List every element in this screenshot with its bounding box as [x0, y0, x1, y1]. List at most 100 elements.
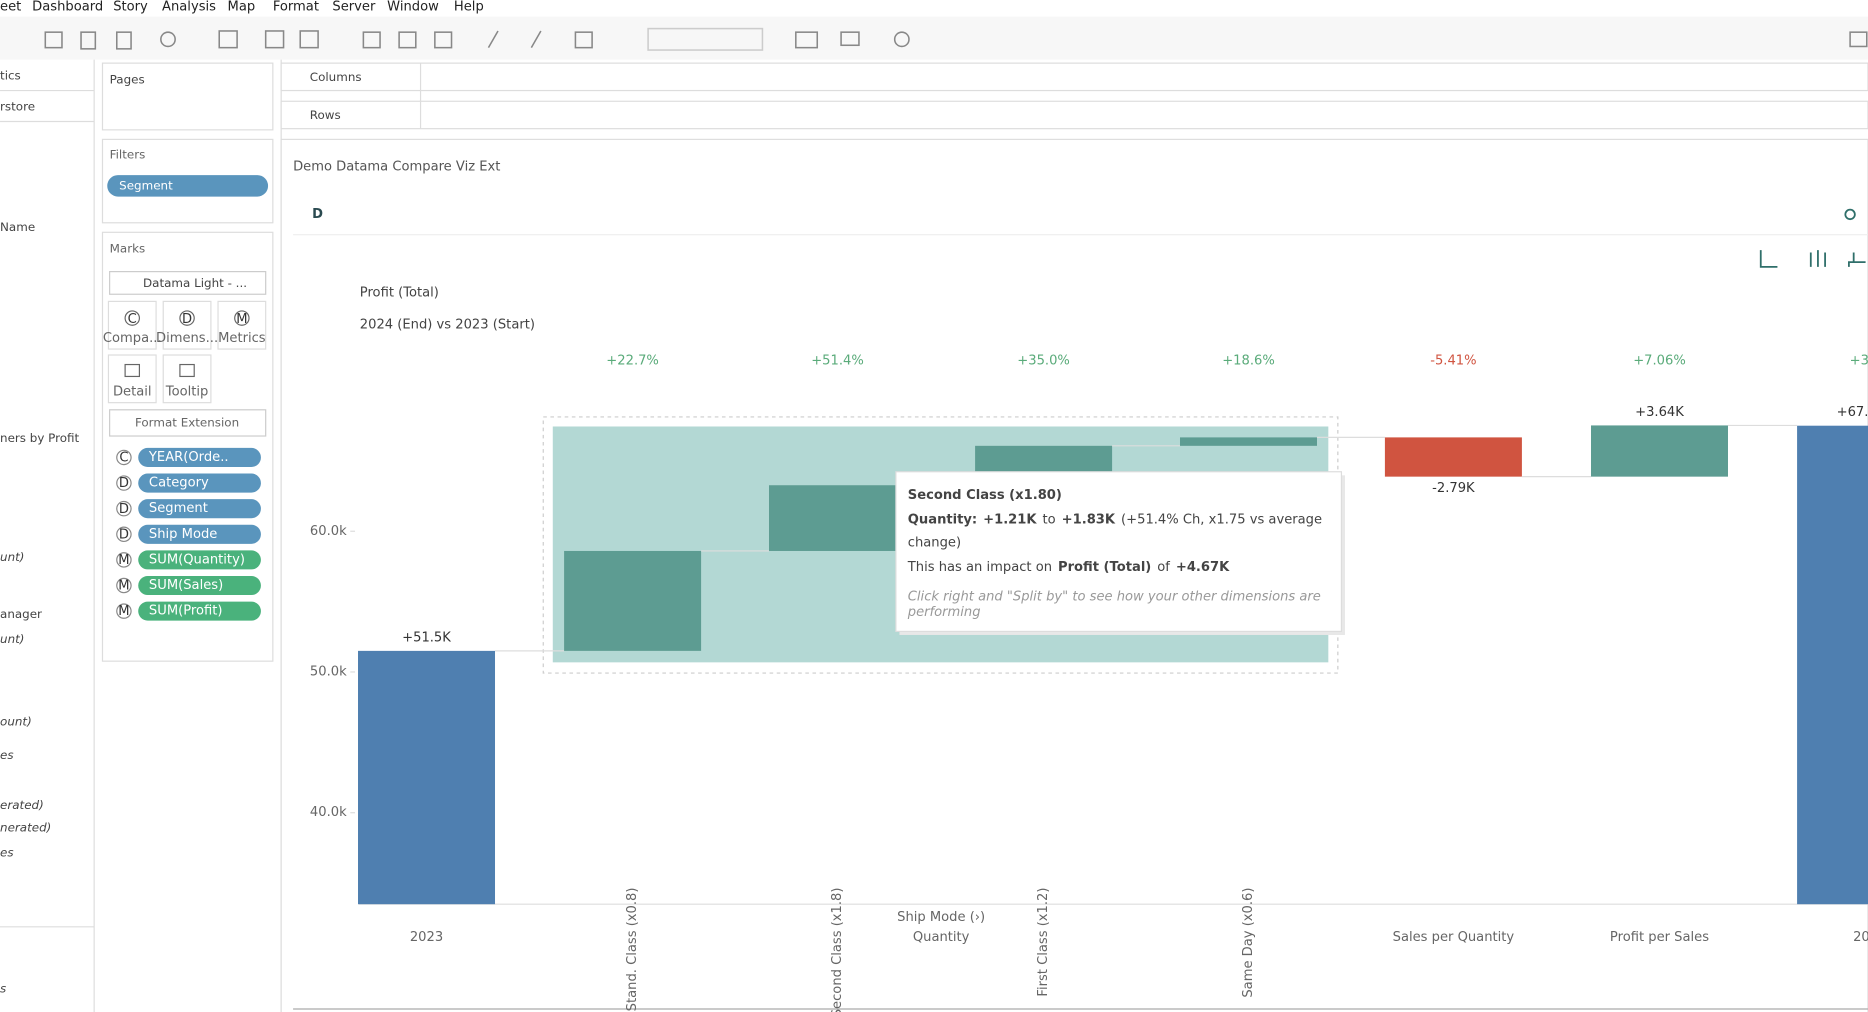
marks-button-label: Metrics [218, 331, 266, 346]
marks-button-label: Dimens... [156, 331, 218, 346]
rows-label: Rows [310, 108, 341, 122]
bar[interactable] [1384, 437, 1522, 477]
key-icon[interactable] [1844, 208, 1856, 221]
chart-subtitle: 2024 (End) vs 2023 (Start) [360, 318, 535, 333]
menu-item[interactable]: Format [273, 0, 319, 15]
value-label: +51.5K [402, 630, 451, 645]
x-tick-label: Same Day (x0.6) [1241, 888, 1256, 998]
tree-icon[interactable] [1848, 252, 1866, 267]
data-pane-item[interactable]: unt) [0, 550, 24, 564]
marks-button-icon-letter: M [236, 312, 247, 327]
menu-item[interactable]: Dashboard [32, 0, 103, 15]
menu-item[interactable]: Help [454, 0, 484, 15]
tooltip-segment: +4.67K [1176, 560, 1230, 575]
marks-pill-label: Segment [149, 501, 208, 516]
columns-label: Columns [310, 70, 362, 84]
sort-asc-icon[interactable] [398, 31, 417, 49]
columns-shelf[interactable] [280, 62, 1868, 92]
share-icon[interactable] [893, 31, 910, 48]
bar[interactable] [1797, 425, 1868, 905]
pin-icon[interactable] [1849, 31, 1868, 48]
bar[interactable] [564, 550, 702, 651]
data-pane-item: tics [0, 69, 21, 83]
save-icon[interactable] [44, 31, 63, 49]
menu-item[interactable]: Map [228, 0, 256, 15]
marks-pill[interactable] [138, 575, 261, 596]
clear-icon[interactable] [299, 30, 319, 49]
pill-role-letter: M [118, 579, 129, 594]
bar[interactable] [769, 485, 907, 551]
marks-button[interactable] [162, 354, 212, 404]
bar-icon[interactable] [1809, 250, 1826, 267]
filter-pill[interactable] [107, 175, 269, 197]
x-tick-label: 2023 [410, 930, 443, 945]
show-me-icon[interactable] [795, 31, 819, 49]
axis-icon[interactable] [1759, 250, 1778, 268]
pill-role-letter: D [119, 476, 129, 491]
highlight-icon[interactable] [487, 30, 499, 49]
label-icon[interactable] [574, 31, 593, 49]
data-pane-item[interactable]: nerated) [0, 820, 51, 834]
bar[interactable] [358, 650, 496, 905]
new-ds-icon[interactable] [80, 31, 97, 50]
marks-button[interactable] [107, 354, 157, 404]
y-tick-label: 40.0k [310, 805, 347, 820]
bar[interactable] [1590, 425, 1728, 477]
fit-dropdown[interactable] [647, 27, 764, 51]
mark-type-dropdown[interactable] [109, 271, 267, 295]
change-label: +18.6% [1222, 353, 1275, 368]
data-pane-item[interactable]: Name [0, 220, 35, 234]
tooltip-segment: Profit (Total) [1058, 560, 1151, 575]
marks-pill[interactable] [138, 499, 261, 519]
tooltip-line-wrap: change) [908, 536, 961, 551]
pill-role-letter: D [119, 502, 129, 517]
data-pane-item[interactable]: unt) [0, 632, 24, 646]
menu-item[interactable]: Analysis [162, 0, 216, 15]
data-pane-item[interactable]: es [0, 845, 14, 859]
tooltip-title: Second Class (x1.80) [908, 488, 1062, 503]
bar[interactable] [1180, 437, 1317, 446]
data-pane-item[interactable]: erated) [0, 798, 44, 812]
marks-button-icon [124, 363, 141, 378]
refresh-icon[interactable] [160, 31, 176, 48]
format-extension-button[interactable] [109, 409, 267, 437]
swap-icon[interactable] [362, 31, 381, 49]
tooltip-line: Quantity: +1.21K to +1.83K (+51.4% Ch, x1.75… [908, 512, 1322, 527]
data-pane-item[interactable]: es [0, 748, 14, 762]
presentation-icon[interactable] [840, 31, 860, 47]
x-tick-label: Profit per Sales [1610, 930, 1709, 945]
tooltip-hint: Click right and "Split by" to see how yo… [908, 589, 1321, 604]
change-label: +51.4% [811, 353, 864, 368]
data-pane-item[interactable]: ners by Profit [0, 431, 80, 445]
data-pane-item[interactable]: s [0, 981, 6, 995]
x-group-label: Quantity [913, 930, 970, 945]
y-tick-label: 50.0k [310, 664, 347, 679]
duplicate-icon[interactable] [264, 30, 285, 49]
marks-pill[interactable] [138, 601, 261, 621]
marks-pill-label: YEAR(Orde.. [148, 450, 229, 465]
marks-pill[interactable] [138, 550, 261, 570]
menu-item[interactable]: Story [113, 0, 148, 15]
pause-icon[interactable] [116, 31, 132, 50]
data-pane-item[interactable]: ount) [0, 714, 32, 728]
filter-pill-label: Segment [119, 178, 173, 192]
change-label: +35.0% [1017, 353, 1070, 368]
marks-button-icon [179, 363, 195, 378]
x-tick-label: First Class (x1.2) [1036, 888, 1051, 997]
menu-item[interactable]: eet [0, 0, 21, 15]
marks-pill[interactable] [138, 447, 261, 467]
marks-pill[interactable] [138, 473, 261, 493]
mark-type: Datama Light - ... [143, 276, 247, 290]
new-sheet-icon[interactable] [218, 30, 238, 49]
menu-item[interactable]: Server [332, 0, 376, 15]
change-label: +31. [1850, 353, 1868, 368]
x-tick-label: 202 [1853, 930, 1868, 945]
data-pane-item[interactable]: anager [0, 607, 42, 621]
sort-desc-icon[interactable] [434, 31, 453, 49]
rows-shelf[interactable] [280, 100, 1868, 130]
group-icon[interactable] [530, 30, 542, 49]
pill-role-icon [116, 475, 132, 491]
chart-icons [1759, 208, 1866, 268]
menu-item[interactable]: Window [387, 0, 439, 15]
marks-pill[interactable] [138, 524, 261, 544]
